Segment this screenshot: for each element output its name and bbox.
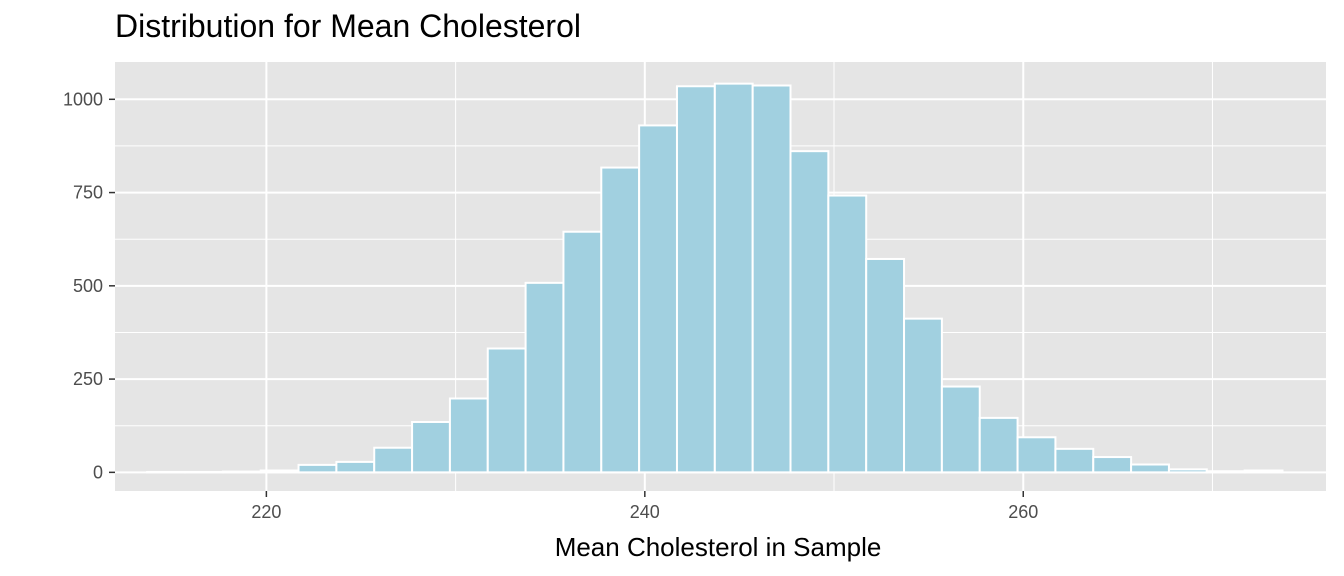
histogram-bar [221,470,262,474]
histogram-bar [411,420,451,474]
histogram-bar [1243,469,1284,474]
y-axis-tick-labels: 0 250 500 750 1000 [63,89,103,482]
chart-title: Distribution for Mean Cholesterol [115,8,581,44]
histogram-bar [903,317,943,474]
histogram-bar [1205,470,1246,474]
histogram-bar [978,416,1019,474]
histogram-bar [335,460,376,474]
histogram-bar [600,166,641,474]
histogram-bar [713,82,754,474]
histogram-bar [865,257,906,474]
histogram-bar [1130,463,1170,474]
histogram-bar [297,463,338,474]
y-tick-label: 250 [73,369,103,389]
histogram-bar [1054,447,1095,474]
x-axis-title: Mean Cholesterol in Sample [555,532,882,562]
x-tick-label: 260 [1008,502,1038,522]
y-tick-label: 500 [73,276,103,296]
x-tick-label: 220 [251,502,281,522]
histogram-bar [373,446,414,474]
histogram-bar [638,124,678,474]
histogram-bar [940,385,981,474]
axis-ticks [109,98,1024,497]
histogram-bar [675,85,716,474]
y-tick-label: 750 [73,183,103,203]
histogram-bar [448,397,489,474]
x-axis-tick-labels: 220 240 260 [251,502,1038,522]
histogram-bar [562,230,603,474]
histogram-bar [259,469,300,474]
histogram-bar [1016,436,1057,474]
histogram-bars [146,82,1284,474]
x-tick-label: 240 [630,502,660,522]
y-tick-label: 1000 [63,89,103,109]
histogram-bar [1092,456,1133,474]
histogram-bar [1167,468,1208,474]
histogram-bar [486,347,527,474]
histogram-bar [827,194,868,474]
histogram-bar [751,84,792,474]
histogram-bar [524,281,565,474]
y-tick-label: 0 [93,462,103,482]
histogram-bar [789,150,830,474]
